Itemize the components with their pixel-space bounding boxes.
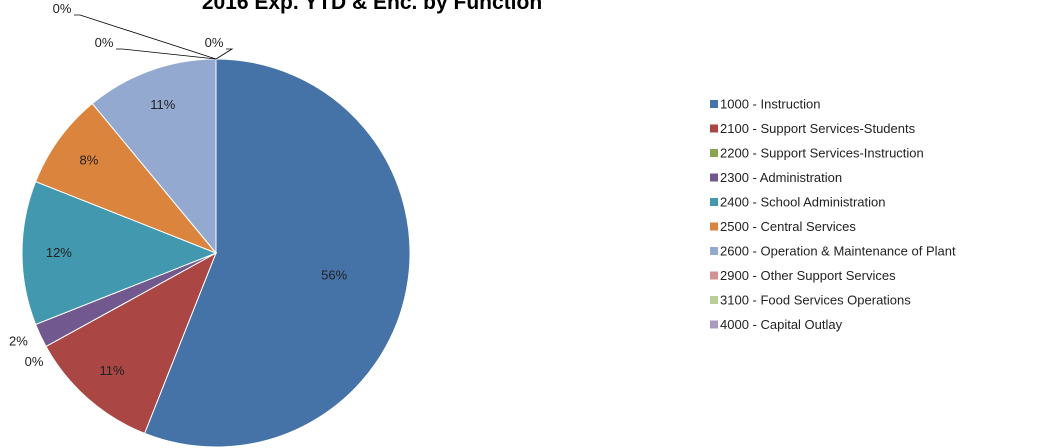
slice-label-4000-capital-outlay: 0% bbox=[53, 1, 72, 16]
legend-swatch-2200-support-services-instruction bbox=[710, 149, 718, 157]
legend-swatch-1000-instruction bbox=[710, 100, 718, 108]
legend-swatch-4000-capital-outlay bbox=[710, 320, 718, 329]
legend-swatch-2400-school-administration bbox=[710, 198, 718, 206]
pie-slice-1000-instruction bbox=[143, 58, 411, 448]
pie-slice-2600-operation-maintenance-of-plant bbox=[91, 58, 217, 255]
slice-label-2300-administration: 2% bbox=[9, 334, 28, 349]
pie-slice-2400-school-administration bbox=[21, 180, 218, 326]
slice-label-2900-other-support-services: 0% bbox=[205, 35, 224, 50]
legend-label-4000-capital-outlay: 4000 - Capital Outlay bbox=[720, 317, 843, 332]
legend-label-2400-school-administration: 2400 - School Administration bbox=[720, 195, 885, 210]
legend-label-2600-operation-maintenance-of-plant: 2600 - Operation & Maintenance of Plant bbox=[720, 244, 956, 259]
pie-slice-2100-support-services-students bbox=[45, 251, 217, 435]
legend-label-2900-other-support-services: 2900 - Other Support Services bbox=[720, 268, 896, 283]
slice-label-2100-support-services-students: 11% bbox=[100, 363, 125, 378]
legend-swatch-2900-other-support-services bbox=[710, 271, 718, 280]
legend-label-3100-food-services-operations: 3100 - Food Services Operations bbox=[720, 293, 911, 308]
legend-swatch-2600-operation-maintenance-of-plant bbox=[710, 247, 718, 255]
slice-label-2600-operation-maintenance-of-plant: 11% bbox=[150, 97, 175, 112]
leader-line-2900-other-support-services bbox=[215, 48, 234, 60]
pie-slice-2500-central-services bbox=[34, 102, 217, 254]
slice-label-1000-instruction: 56% bbox=[321, 268, 347, 283]
legend-swatch-2300-administration bbox=[710, 173, 718, 182]
leader-line-3100-food-services-operations bbox=[116, 48, 217, 60]
chart-title: 2016 Exp. YTD & Enc. by Function bbox=[202, 0, 542, 14]
slice-label-2500-central-services: 8% bbox=[79, 153, 98, 168]
pie-slices bbox=[21, 58, 411, 448]
legend-label-2500-central-services: 2500 - Central Services bbox=[720, 219, 856, 234]
slice-labels: 56% 11% 0% 2% 12% 8% 11% 0% 0% 0% bbox=[9, 1, 348, 378]
leader-lines bbox=[74, 14, 234, 60]
leader-line-4000-capital-outlay bbox=[74, 14, 217, 60]
legend: 1000 - Instruction 2100 - Support Service… bbox=[710, 97, 956, 332]
legend-swatch-3100-food-services-operations bbox=[710, 296, 718, 304]
legend-swatch-2100-support-services-students bbox=[710, 124, 718, 133]
legend-label-2200-support-services-instruction: 2200 - Support Services-Instruction bbox=[720, 146, 924, 161]
slice-label-3100-food-services-operations: 0% bbox=[95, 35, 114, 50]
legend-label-2300-administration: 2300 - Administration bbox=[720, 170, 842, 185]
slice-label-2200-support-services-instruction: 0% bbox=[25, 354, 44, 369]
legend-label-2100-support-services-students: 2100 - Support Services-Students bbox=[720, 121, 916, 136]
legend-label-1000-instruction: 1000 - Instruction bbox=[720, 97, 820, 112]
legend-swatch-2500-central-services bbox=[710, 222, 718, 231]
slice-label-2400-school-administration: 12% bbox=[46, 245, 72, 260]
